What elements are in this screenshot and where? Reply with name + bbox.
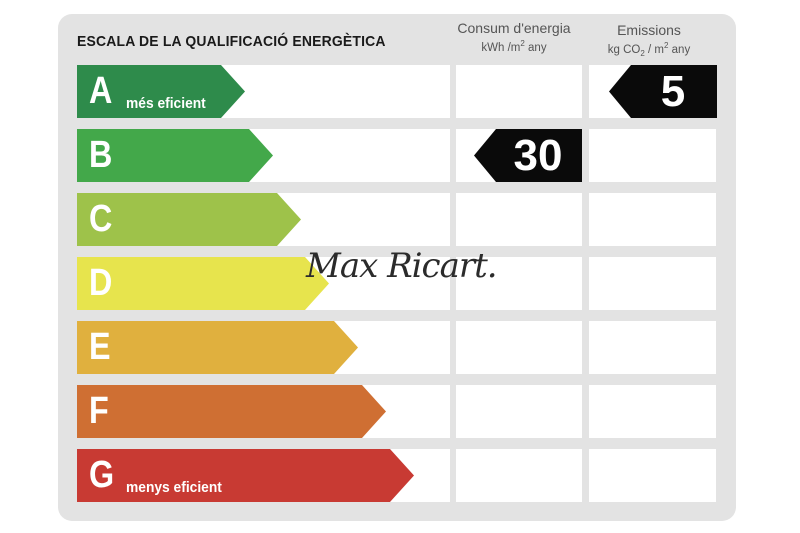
consumption-cell — [456, 321, 582, 374]
rating-letter: C — [89, 198, 113, 240]
emissions-cell — [589, 385, 716, 438]
consumption-cell — [456, 449, 582, 502]
consumption-cell — [456, 65, 582, 118]
rating-arrow-d: D — [77, 257, 329, 310]
consumption-marker-value: 30 — [513, 130, 563, 180]
consumption-unit: kWh /m2 any — [481, 39, 547, 54]
scale-title: ESCALA DE LA QUALIFICACIÓ ENERGÈTICA — [77, 33, 386, 50]
emissions-unit: kg CO2 / m2 any — [607, 41, 691, 59]
emissions-cell — [589, 321, 716, 374]
consumption-cell — [456, 385, 582, 438]
rating-letter: D — [89, 262, 113, 304]
consumption-cell — [456, 193, 582, 246]
emissions-cell — [589, 449, 716, 502]
rating-letter: B — [89, 134, 113, 176]
rating-description: menys eficient — [126, 479, 222, 496]
emissions-header: Emissions kg CO2 / m2 any — [588, 22, 710, 58]
rating-letter: A — [89, 70, 113, 112]
emissions-cell — [589, 129, 716, 182]
rating-description: més eficient — [126, 95, 206, 112]
emissions-header-label: Emissions — [617, 22, 681, 38]
rating-letter: G — [89, 454, 115, 496]
consumption-marker: 30 — [474, 129, 582, 182]
watermark-logo: Max Ricart. — [306, 246, 498, 286]
emissions-cell — [589, 193, 716, 246]
rating-arrow-f: F — [77, 385, 386, 438]
consumption-header-label: Consum d'energia — [457, 20, 571, 36]
emissions-cell — [589, 257, 716, 310]
emissions-marker-value: 5 — [660, 66, 686, 116]
rating-letter: F — [89, 390, 109, 432]
rating-arrow-b: B — [77, 129, 273, 182]
emissions-marker: 5 — [609, 65, 717, 118]
rating-arrow-e: E — [77, 321, 358, 374]
consumption-cell — [456, 257, 582, 310]
rating-arrow-c: C — [77, 193, 301, 246]
rating-letter: E — [89, 326, 111, 368]
consumption-header: Consum d'energia kWh /m2 any — [455, 20, 573, 54]
